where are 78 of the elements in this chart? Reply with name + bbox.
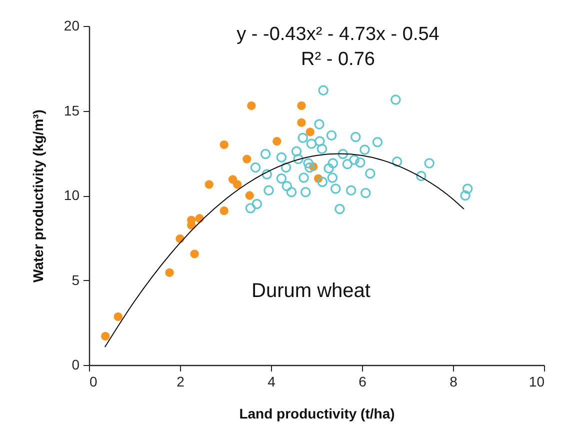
point — [276, 173, 287, 184]
point — [314, 136, 325, 146]
line-series — [104, 153, 464, 348]
point — [330, 184, 341, 194]
point — [424, 158, 434, 168]
point — [327, 172, 338, 183]
annotation: y - -0.43x² - 4.73x - 0.54 — [236, 24, 440, 45]
x-tick-label: 4 — [268, 374, 276, 390]
point — [280, 162, 292, 173]
point — [298, 132, 308, 143]
point — [314, 119, 324, 130]
point — [298, 172, 309, 183]
point — [390, 94, 401, 105]
point — [360, 188, 371, 198]
annotation: Durum wheat — [252, 280, 371, 302]
y-tick-label: 15 — [64, 102, 80, 118]
point — [360, 144, 370, 155]
point — [293, 154, 304, 164]
point — [300, 186, 311, 198]
point — [286, 186, 297, 198]
point — [342, 159, 353, 170]
point — [245, 191, 254, 200]
y-tick-label: 20 — [64, 18, 80, 34]
point — [317, 176, 328, 188]
y-axis-title: Water productivity (kg/m³) — [30, 110, 46, 282]
point — [316, 144, 328, 154]
point — [334, 204, 345, 214]
point — [372, 136, 383, 148]
point — [328, 158, 338, 168]
point — [220, 140, 228, 149]
point — [272, 136, 282, 146]
point — [262, 169, 272, 180]
point — [350, 132, 361, 142]
point — [242, 154, 252, 164]
point — [324, 163, 334, 174]
point — [297, 101, 306, 110]
point — [250, 162, 261, 173]
annotation: R² - 0.76 — [301, 49, 375, 70]
x-tick-label: 2 — [176, 374, 185, 390]
x-axis-title: Land productivity (t/ha) — [239, 406, 395, 422]
point — [220, 206, 228, 216]
point — [365, 168, 376, 179]
point — [304, 162, 315, 173]
point — [291, 146, 302, 157]
point — [276, 152, 287, 162]
point — [101, 332, 110, 341]
point — [245, 203, 256, 214]
point — [346, 185, 356, 196]
point — [338, 148, 348, 160]
point — [306, 128, 314, 136]
point — [260, 148, 271, 160]
y-tick-label: 5 — [72, 272, 80, 288]
point — [190, 250, 199, 258]
point — [349, 154, 360, 166]
y-tick-label: 10 — [64, 187, 80, 203]
point — [264, 185, 274, 196]
point — [233, 180, 242, 189]
point — [165, 268, 174, 277]
point — [392, 156, 402, 167]
point — [355, 157, 366, 168]
y-tick-label: 0 — [72, 356, 80, 372]
point — [462, 184, 473, 194]
point — [282, 181, 292, 192]
point — [303, 158, 314, 168]
x-tick-label: 6 — [358, 374, 367, 390]
point — [460, 190, 470, 201]
x-tick-label: 0 — [90, 374, 98, 390]
x-tick-label: 8 — [450, 374, 458, 390]
point — [114, 312, 122, 322]
point — [306, 138, 317, 149]
point — [247, 101, 256, 110]
point — [318, 85, 328, 96]
point — [297, 118, 306, 127]
point — [326, 130, 337, 140]
point — [416, 170, 426, 182]
x-tick-label: 10 — [528, 374, 545, 390]
point — [204, 180, 214, 189]
point — [252, 198, 262, 210]
